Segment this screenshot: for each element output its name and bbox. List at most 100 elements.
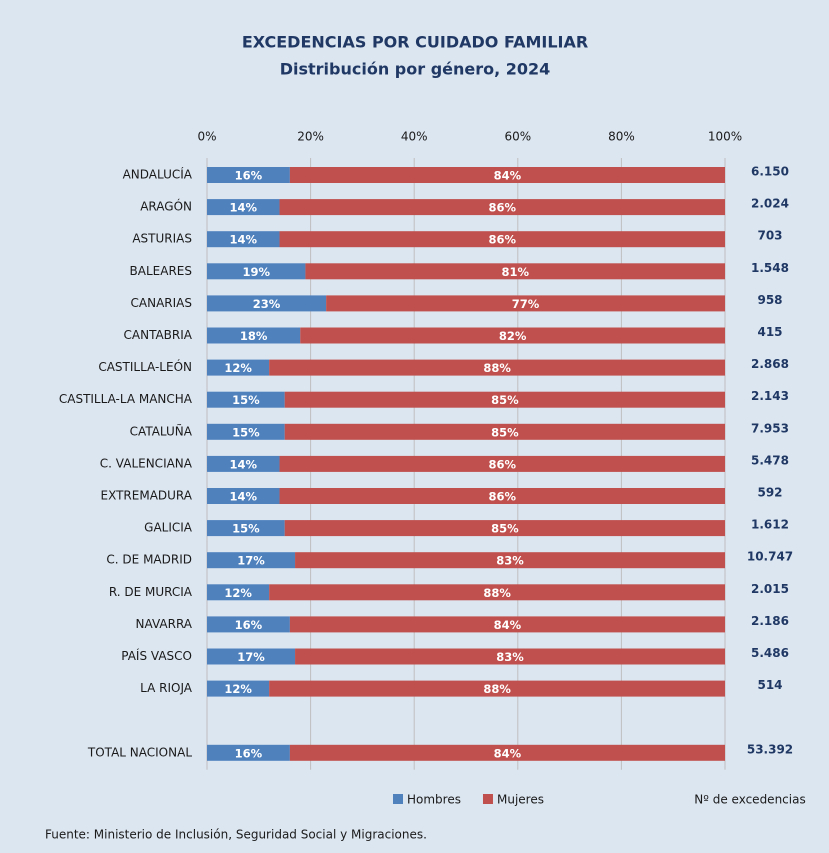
bar-segment	[207, 231, 280, 248]
total-label: 1.612	[751, 518, 789, 532]
y-tick-label: ASTURIAS	[132, 232, 192, 246]
value-label: 88%	[483, 586, 511, 600]
bar-segment	[279, 231, 725, 248]
bar-segment	[207, 488, 280, 504]
bar-segment	[207, 295, 327, 312]
bar-segment	[269, 359, 725, 376]
legend-label: Hombres	[407, 793, 461, 807]
x-tick-label: 40%	[401, 130, 428, 144]
total-label: 958	[757, 293, 782, 307]
value-label: 86%	[488, 457, 516, 471]
y-tick-label: TOTAL NACIONAL	[87, 745, 192, 759]
value-label: 85%	[491, 522, 519, 536]
x-tick-label: 100%	[708, 130, 742, 144]
y-tick-label: BALEARES	[130, 264, 192, 278]
bar-segment	[207, 455, 280, 472]
bar-segment	[207, 552, 296, 569]
value-label: 16%	[235, 618, 263, 632]
value-label: 14%	[229, 457, 257, 471]
value-label: 12%	[224, 682, 252, 696]
total-label: 2.015	[751, 582, 789, 596]
value-label: 15%	[232, 393, 260, 407]
value-label: 19%	[242, 265, 270, 279]
total-label: 592	[757, 486, 782, 500]
bar-segment	[279, 488, 725, 504]
total-label: 10.747	[747, 550, 793, 564]
y-tick-label: CASTILLA-LA MANCHA	[59, 392, 193, 406]
y-tick-label: GALICIA	[144, 521, 193, 535]
x-tick-label: 80%	[608, 130, 635, 144]
value-label: 86%	[488, 233, 516, 247]
bar-segment	[207, 263, 306, 280]
value-label: 14%	[229, 233, 257, 247]
bar-segment	[207, 359, 270, 376]
value-label: 84%	[494, 618, 522, 632]
value-label: 83%	[496, 554, 524, 568]
total-label: 2.186	[751, 614, 789, 628]
chart-subtitle: Distribución por género, 2024	[280, 60, 551, 79]
value-label: 16%	[235, 746, 263, 760]
total-label: 5.486	[751, 646, 789, 660]
bar-segment	[289, 744, 725, 761]
value-label: 14%	[229, 201, 257, 215]
value-label: 15%	[232, 522, 260, 536]
bar-segment	[207, 391, 285, 408]
value-label: 86%	[488, 490, 516, 504]
bar-segment	[207, 327, 301, 344]
total-label: 6.150	[751, 165, 789, 179]
bar-segment	[207, 584, 270, 601]
x-tick-label: 20%	[297, 130, 324, 144]
source: Fuente: Ministerio de Inclusión, Segurid…	[45, 828, 427, 842]
y-tick-label: NAVARRA	[136, 617, 193, 631]
y-tick-label: CANARIAS	[131, 296, 192, 310]
total-label: 514	[757, 678, 782, 692]
bar-segment	[269, 584, 725, 601]
bar-segment	[284, 423, 725, 440]
value-label: 85%	[491, 393, 519, 407]
value-label: 82%	[499, 329, 527, 343]
legend-swatch	[393, 794, 403, 804]
total-label: 2.143	[751, 389, 789, 403]
bar-segment	[326, 295, 725, 312]
value-label: 17%	[237, 650, 265, 664]
value-label: 81%	[501, 265, 529, 279]
value-label: 77%	[512, 297, 540, 311]
y-tick-label: C. DE MADRID	[106, 553, 192, 567]
y-tick-label: CATALUÑA	[130, 423, 193, 438]
total-label: 2.868	[751, 357, 789, 371]
bar-segment	[207, 680, 270, 697]
legend-swatch	[482, 794, 493, 804]
bar-segment	[207, 616, 290, 633]
bar-segment	[289, 167, 725, 183]
value-label: 16%	[235, 169, 263, 183]
y-tick-label: CANTABRIA	[124, 328, 193, 342]
x-tick-label: 0%	[197, 130, 216, 144]
y-tick-label: PAÍS VASCO	[121, 648, 192, 663]
value-label: 12%	[224, 361, 252, 375]
total-label: 53.392	[747, 742, 793, 756]
total-label: 5.478	[751, 453, 789, 467]
value-label: 84%	[494, 746, 522, 760]
bar-segment	[284, 520, 725, 537]
total-label: 415	[757, 325, 782, 339]
value-label: 83%	[496, 650, 524, 664]
value-label: 88%	[483, 361, 511, 375]
value-label: 12%	[224, 586, 252, 600]
y-tick-label: CASTILLA-LEÓN	[98, 359, 192, 374]
y-tick-label: ARAGÓN	[140, 199, 192, 214]
x-tick-label: 60%	[504, 130, 531, 144]
bar-segment	[300, 327, 725, 344]
y-tick-label: ANDALUCÍA	[123, 167, 193, 182]
value-label: 86%	[488, 201, 516, 215]
value-label: 18%	[240, 329, 268, 343]
bar-segment	[269, 680, 725, 697]
bar-segment	[207, 520, 285, 537]
y-tick-label: LA RIOJA	[140, 681, 193, 695]
value-label: 14%	[229, 490, 257, 504]
bar-segment	[207, 199, 280, 216]
bar-segment	[207, 423, 285, 440]
value-label: 17%	[237, 554, 265, 568]
value-label: 23%	[253, 297, 281, 311]
chart-title: EXCEDENCIAS POR CUIDADO FAMILIAR	[242, 33, 588, 52]
